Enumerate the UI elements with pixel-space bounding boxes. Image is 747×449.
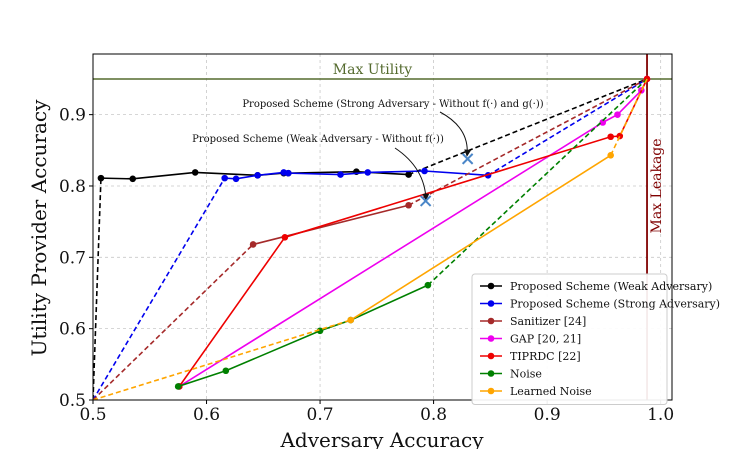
annotation-1: Proposed Scheme (Weak Adversary - Withou… xyxy=(192,134,444,207)
data-point xyxy=(614,111,621,118)
legend-swatch-marker xyxy=(487,335,495,342)
dashed-extension xyxy=(408,78,648,206)
dashed-extension xyxy=(93,319,351,400)
annotation-arrow xyxy=(394,147,430,201)
data-point xyxy=(284,169,292,177)
x-tick-label: 0.9 xyxy=(534,405,561,425)
legend-swatch-marker xyxy=(487,317,495,325)
annotation-text: Proposed Scheme (Weak Adversary - Withou… xyxy=(192,134,444,145)
data-point xyxy=(405,171,412,178)
legend-label: TIPRDC [22] xyxy=(510,350,581,363)
legend-label: GAP [20, 21] xyxy=(510,333,581,346)
annotation-arrow xyxy=(439,111,472,157)
x-axis-label: Adversary Accuracy xyxy=(279,428,484,449)
data-point xyxy=(347,316,355,324)
data-point xyxy=(222,367,230,375)
series-proposed-scheme-strong-adversary xyxy=(93,78,648,400)
x-tick-label: 0.7 xyxy=(307,405,334,425)
plot-frame xyxy=(92,53,673,401)
data-point xyxy=(281,234,289,241)
x-tick-label: 1.0 xyxy=(647,405,674,425)
data-point xyxy=(191,169,199,176)
legend-label: Learned Noise xyxy=(510,385,592,398)
annotation-x-marker xyxy=(461,153,474,165)
dashed-extension xyxy=(427,78,648,286)
data-point xyxy=(607,152,614,159)
data-point xyxy=(174,383,182,390)
series-line xyxy=(350,154,612,321)
series-learned-noise xyxy=(93,78,648,400)
legend-label: Proposed Scheme (Strong Adversary) xyxy=(510,298,720,311)
data-point xyxy=(405,201,412,209)
data-point xyxy=(424,281,432,289)
data-point xyxy=(232,175,240,183)
series-line xyxy=(252,204,409,246)
x-marker-stroke xyxy=(419,195,432,207)
x-axis-ticks: 0.5 0.6 0.7 0.8 0.9 1.0 xyxy=(79,400,674,425)
x-tick-label: 0.6 xyxy=(193,405,220,425)
max-utility-label: Max Utility xyxy=(333,62,413,78)
annotation-2: Proposed Scheme (Strong Adversary - With… xyxy=(242,99,544,165)
legend-label: Sanitizer [24] xyxy=(510,315,586,328)
data-point xyxy=(607,133,614,141)
y-tick-label: 0.9 xyxy=(59,106,86,126)
dashed-extension xyxy=(93,178,102,400)
data-point xyxy=(129,175,137,183)
legend-swatch-marker xyxy=(487,387,495,395)
max-leakage-label: Max Leakage xyxy=(649,138,665,233)
legend-item-gap-20-21: GAP [20, 21] xyxy=(480,333,581,346)
series-sanitizer-24 xyxy=(93,78,648,400)
annotation-x-marker xyxy=(419,195,432,207)
legend-swatch-marker xyxy=(487,370,495,377)
legend-item-sanitizer-24: Sanitizer [24] xyxy=(480,315,586,328)
y-tick-label: 0.6 xyxy=(59,320,86,340)
legend-item-learned-noise: Learned Noise xyxy=(480,385,592,398)
legend-item-proposed-scheme-weak-adversary: Proposed Scheme (Weak Adversary) xyxy=(480,280,712,293)
y-tick-label: 0.5 xyxy=(59,391,86,411)
y-tick-label: 0.8 xyxy=(59,177,86,197)
data-point xyxy=(616,132,624,140)
dashed-extension xyxy=(408,78,648,176)
data-point xyxy=(254,171,261,179)
data-point xyxy=(221,174,228,182)
legend-item-proposed-scheme-strong-adversary: Proposed Scheme (Strong Adversary) xyxy=(480,298,720,311)
data-point xyxy=(364,169,372,176)
legend-swatch-marker xyxy=(487,352,495,360)
x-marker-stroke xyxy=(461,153,474,165)
annotation-layer: Proposed Scheme (Weak Adversary - Withou… xyxy=(192,99,544,207)
legend-swatch-marker xyxy=(487,300,495,307)
data-point xyxy=(421,167,428,175)
dashed-extension xyxy=(93,177,226,400)
data-point xyxy=(316,327,324,335)
data-point xyxy=(337,171,344,178)
y-axis-label: Utility Provider Accuracy xyxy=(27,99,51,356)
x-tick-label: 0.8 xyxy=(420,405,447,425)
y-axis-ticks: 0.5 0.6 0.7 0.8 0.9 xyxy=(59,106,93,411)
data-point xyxy=(249,241,257,248)
legend-swatch-marker xyxy=(487,282,495,290)
data-point xyxy=(97,174,105,182)
legend-item-tiprdc-22: TIPRDC [22] xyxy=(480,350,581,363)
x-tick-label: 0.5 xyxy=(79,405,106,425)
legend-box xyxy=(471,273,668,405)
dashed-extension xyxy=(609,78,648,156)
legend: Proposed Scheme (Weak Adversary) Proposed… xyxy=(471,273,720,405)
legend-item-noise: Noise xyxy=(480,368,542,381)
legend-label: Noise xyxy=(510,368,542,381)
legend-label: Proposed Scheme (Weak Adversary) xyxy=(510,280,712,293)
dashed-extension xyxy=(487,78,648,176)
series-layer xyxy=(93,75,651,400)
data-point xyxy=(599,119,607,126)
annotation-text: Proposed Scheme (Strong Adversary - With… xyxy=(242,99,543,110)
dashed-extension xyxy=(93,243,254,400)
y-tick-label: 0.7 xyxy=(59,248,86,268)
